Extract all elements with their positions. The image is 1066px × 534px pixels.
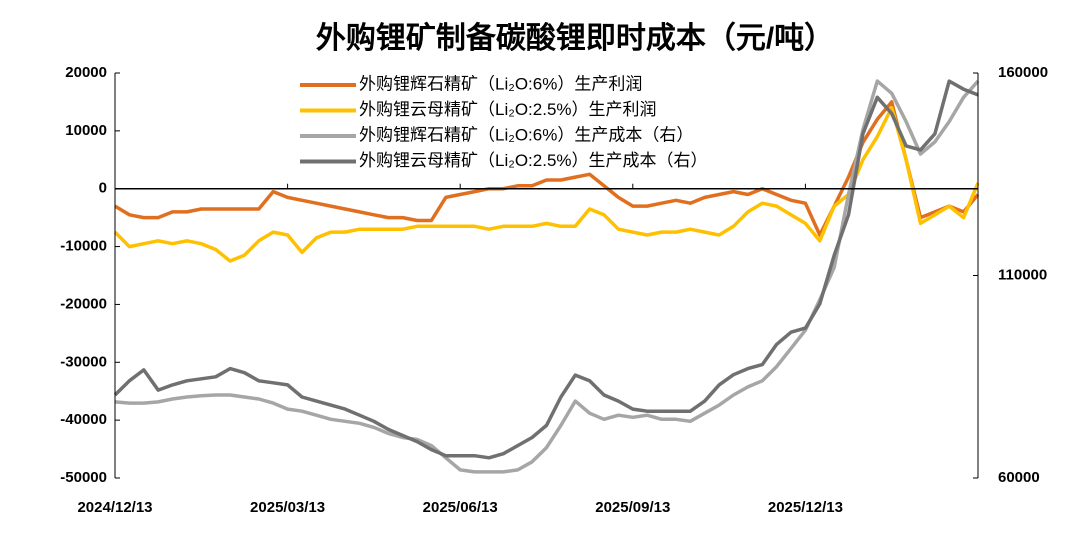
series-line	[113, 79, 979, 460]
x-tick-label: 2025/06/13	[423, 499, 498, 516]
legend-label: 外购锂辉石精矿（Li₂O:6%）生产成本（右）	[359, 125, 693, 144]
y-tick-label: -20000	[60, 295, 107, 312]
plot-area	[113, 79, 980, 474]
legend-label: 外购锂云母精矿（Li₂O:2.5%）生产利润	[359, 100, 657, 119]
series-line	[114, 79, 980, 474]
legend-label: 外购锂辉石精矿（Li₂O:6%）生产利润	[359, 74, 642, 93]
y-tick-label: -10000	[60, 238, 107, 255]
y-tick-label: -40000	[60, 411, 107, 428]
x-tick-label: 2025/03/13	[250, 499, 325, 516]
y2-tick-label: 110000	[998, 266, 1047, 283]
chart-title: 外购锂矿制备碳酸锂即时成本（元/吨）	[316, 21, 834, 55]
y-tick-label: 20000	[65, 64, 107, 81]
y2-tick-label: 160000	[998, 64, 1048, 81]
x-tick-label: 2025/12/13	[768, 499, 843, 516]
legend-label: 外购锂云母精矿（Li₂O:2.5%）生产成本（右）	[359, 151, 708, 170]
y2-tick-label: 60000	[998, 469, 1040, 486]
x-tick-label: 2024/12/13	[77, 499, 152, 516]
y-tick-label: -50000	[60, 469, 107, 486]
y-tick-label: -30000	[60, 353, 107, 370]
y-tick-label: 10000	[65, 122, 107, 139]
x-tick-label: 2025/09/13	[595, 499, 670, 516]
series-line	[113, 105, 980, 263]
y-tick-label: 0	[99, 180, 107, 197]
